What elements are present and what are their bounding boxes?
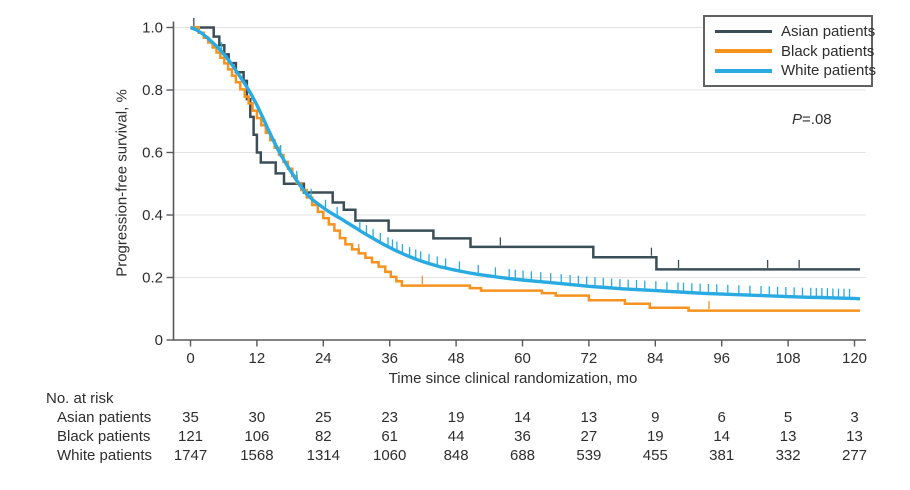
risk-value: 106 [244, 428, 270, 445]
x-axis-title: Time since clinical randomization, mo [388, 370, 638, 387]
risk-value: 1568 [240, 447, 274, 464]
x-tick-label: 48 [448, 350, 465, 367]
x-tick-label: 0 [186, 350, 194, 367]
p-value-annotation: P=.08 [792, 111, 832, 128]
x-tick-label: 12 [249, 350, 266, 367]
survival-curve [189, 25, 861, 301]
legend: Asian patients Black patients White patien… [703, 15, 876, 87]
risk-value: 25 [314, 409, 332, 426]
risk-value: 19 [447, 409, 465, 426]
risk-value: 3 [850, 409, 859, 426]
legend-item: Asian patients [715, 23, 875, 40]
legend-label: Asian patients [781, 22, 876, 40]
y-tick-label: 0.6 [142, 145, 163, 162]
risk-value: 9 [651, 409, 660, 426]
p-value-text: =.08 [802, 111, 832, 128]
risk-value: 19 [646, 428, 664, 445]
risk-value: 688 [509, 447, 536, 464]
risk-value: 1060 [373, 447, 407, 464]
y-tick-label: 0 [155, 332, 163, 349]
risk-value: 121 [177, 428, 204, 445]
x-tick-label: 120 [842, 350, 867, 367]
y-tick-label: 1.0 [142, 20, 163, 37]
legend-label: Black patients [781, 42, 875, 60]
y-tick-label: 0.4 [142, 207, 163, 224]
risk-value: 82 [314, 428, 332, 445]
x-tick-label: 24 [315, 350, 332, 367]
risk-row-label: Asian patients [57, 409, 152, 426]
x-tick-label: 36 [381, 350, 398, 367]
legend-line-swatch [715, 29, 772, 33]
x-tick-label: 96 [713, 350, 730, 367]
legend-label: White patients [781, 62, 877, 80]
risk-value: 381 [709, 447, 735, 464]
risk-value: 14 [514, 409, 531, 426]
risk-value: 13 [580, 409, 598, 426]
risk-value: 848 [443, 447, 469, 464]
risk-table-title: No. at risk [46, 390, 114, 407]
legend-item: White patients [715, 62, 876, 79]
legend-line-swatch [715, 49, 772, 53]
risk-value: 27 [580, 428, 598, 445]
risk-value: 13 [779, 428, 797, 445]
risk-value: 30 [248, 409, 266, 426]
risk-value: 36 [514, 428, 531, 445]
x-tick-label: 84 [647, 350, 664, 367]
risk-value: 44 [447, 428, 465, 445]
risk-value: 6 [717, 409, 726, 426]
p-value-symbol: P [792, 111, 803, 128]
risk-value: 13 [846, 428, 863, 445]
y-tick-label: 0.8 [142, 82, 163, 99]
risk-value: 539 [576, 447, 602, 464]
risk-row-label: White patients [57, 447, 153, 464]
risk-value: 332 [775, 447, 801, 464]
risk-value: 61 [381, 428, 399, 445]
legend-line-swatch [715, 69, 772, 73]
risk-row-label: Black patients [57, 428, 151, 445]
x-tick-label: 108 [776, 350, 801, 367]
x-tick-label: 72 [581, 350, 598, 367]
risk-value: 277 [841, 447, 868, 464]
risk-value: 455 [642, 447, 668, 464]
x-tick-label: 60 [514, 350, 531, 367]
risk-value: 14 [713, 428, 731, 445]
risk-value: 5 [783, 409, 793, 426]
risk-value: 35 [182, 409, 199, 426]
legend-item: Black patients [715, 43, 874, 60]
y-tick-label: 0.2 [142, 270, 163, 287]
risk-value: 23 [381, 409, 399, 426]
y-axis-title: Progression-free survival, % [113, 89, 131, 277]
risk-value: 1314 [306, 447, 340, 464]
risk-value: 1747 [173, 447, 208, 464]
